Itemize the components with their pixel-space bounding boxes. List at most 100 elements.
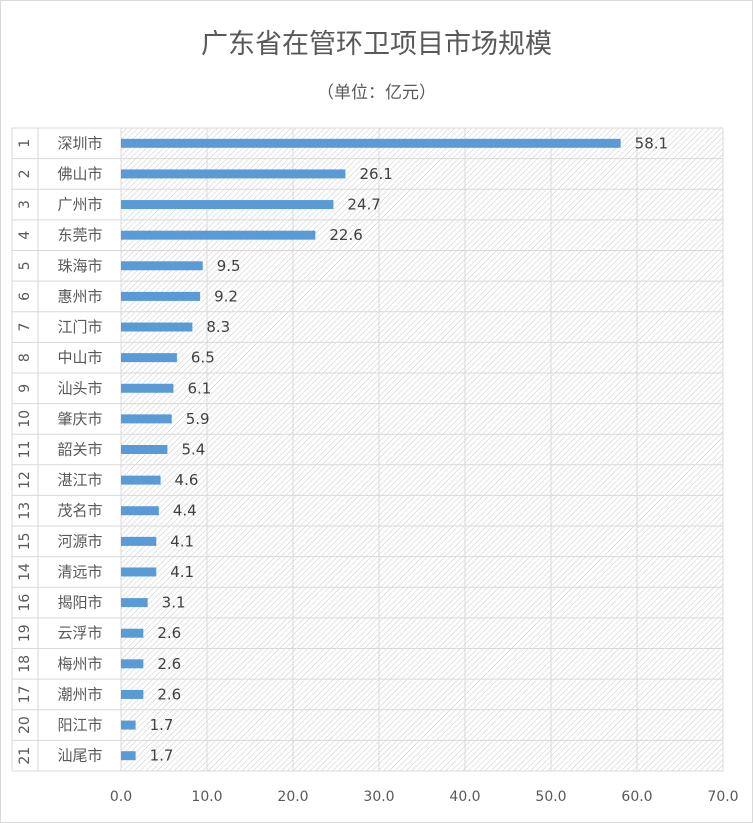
x-tick-label: 50.0 — [535, 789, 566, 805]
data-label: 1.7 — [150, 716, 174, 734]
bar-云浮市 — [121, 628, 144, 638]
data-label: 2.6 — [157, 685, 181, 703]
data-label: 9.5 — [217, 257, 241, 275]
bar-阳江市 — [121, 720, 136, 730]
chart-title: 广东省在管环卫项目市场规模 — [201, 29, 552, 60]
rank-label: 9 — [17, 384, 33, 393]
data-labels: 58.1 26.1 24.7 22.6 9.5 9.2 8.3 6.5 6.1 5.9 5.4 4.6… — [150, 134, 668, 764]
x-tick-label: 60.0 — [621, 789, 652, 805]
rank-label: 21 — [17, 747, 33, 765]
data-label: 5.9 — [186, 410, 210, 428]
city-label: 东莞市 — [57, 226, 102, 244]
data-label: 6.5 — [191, 349, 215, 367]
x-tick-label: 10.0 — [191, 789, 222, 805]
rank-label: 5 — [17, 261, 33, 270]
rank-label: 4 — [17, 231, 33, 240]
city-label: 汕头市 — [57, 379, 102, 397]
data-label: 1.7 — [150, 747, 174, 765]
bar-惠州市 — [121, 291, 201, 301]
rank-label: 3 — [17, 200, 33, 209]
bar-佛山市 — [121, 169, 346, 179]
data-label: 2.6 — [157, 655, 181, 673]
rank-label: 8 — [17, 353, 33, 362]
rank-label: 10 — [17, 410, 33, 428]
city-label: 湛江市 — [57, 471, 102, 489]
bar-汕头市 — [121, 383, 174, 393]
bar-江门市 — [121, 322, 193, 332]
data-label: 5.4 — [181, 441, 205, 459]
rank-label: 18 — [17, 655, 33, 673]
data-label: 2.6 — [157, 624, 181, 642]
city-label: 揭阳市 — [57, 594, 102, 612]
data-label: 4.1 — [170, 563, 194, 581]
city-label: 惠州市 — [57, 287, 102, 305]
bar-梅州市 — [121, 659, 144, 669]
rank-label: 13 — [17, 502, 33, 520]
x-tick-label: 70.0 — [707, 789, 738, 805]
x-tick-label: 40.0 — [449, 789, 480, 805]
chart-subtitle: （单位：亿元） — [317, 83, 436, 103]
x-axis-ticks: 0.0 10.0 20.0 30.0 40.0 50.0 60.0 70.0 — [110, 789, 739, 805]
data-label: 6.1 — [187, 379, 211, 397]
rank-label: 17 — [17, 686, 33, 704]
city-label: 佛山市 — [57, 165, 102, 183]
data-label: 3.1 — [162, 594, 186, 612]
rank-label: 19 — [17, 624, 33, 642]
bar-深圳市 — [121, 138, 621, 148]
data-label: 4.4 — [173, 502, 197, 520]
data-label: 26.1 — [359, 165, 392, 183]
city-label: 深圳市 — [57, 134, 102, 152]
bar-湛江市 — [121, 475, 161, 485]
city-label: 中山市 — [57, 349, 102, 367]
bar-东莞市 — [121, 230, 316, 240]
x-tick-label: 30.0 — [363, 789, 394, 805]
data-label: 24.7 — [347, 196, 380, 214]
data-label: 22.6 — [329, 226, 362, 244]
city-label: 江门市 — [57, 318, 102, 336]
city-label: 潮州市 — [57, 685, 102, 703]
bars — [121, 138, 621, 761]
rank-label: 14 — [17, 563, 33, 581]
city-label: 汕尾市 — [57, 747, 102, 765]
city-label: 梅州市 — [57, 655, 102, 673]
x-tick-label: 0.0 — [110, 789, 132, 805]
bar-广州市 — [121, 200, 334, 210]
rank-label: 2 — [17, 169, 33, 178]
rank-label: 11 — [17, 441, 33, 459]
rank-label: 6 — [17, 292, 33, 301]
city-label: 韶关市 — [57, 441, 102, 459]
data-label: 4.6 — [175, 471, 199, 489]
city-label: 阳江市 — [57, 716, 102, 734]
bar-河源市 — [121, 536, 157, 546]
bar-潮州市 — [121, 689, 144, 699]
city-label: 珠海市 — [57, 257, 102, 275]
city-label: 茂名市 — [57, 502, 102, 520]
data-label: 4.1 — [170, 532, 194, 550]
rank-label: 15 — [17, 532, 33, 550]
bar-汕尾市 — [121, 751, 136, 761]
city-label: 广州市 — [57, 196, 102, 214]
category-rows: 1 深圳市 2 佛山市 3 广州市 4 东莞市 5 珠海市 6 惠州市 7 江门市 8 中山市 9 汕头市 10 肇庆… — [11, 127, 723, 772]
data-label: 58.1 — [635, 134, 668, 152]
city-label: 云浮市 — [57, 624, 102, 642]
plot-background — [121, 128, 723, 771]
x-tick-label: 20.0 — [277, 789, 308, 805]
data-label: 9.2 — [214, 287, 238, 305]
bar-揭阳市 — [121, 598, 148, 608]
rank-label: 16 — [17, 594, 33, 612]
city-label: 河源市 — [57, 532, 102, 550]
data-label: 8.3 — [206, 318, 230, 336]
bar-肇庆市 — [121, 414, 172, 424]
rank-label: 7 — [17, 323, 33, 332]
plot-area — [121, 128, 723, 771]
bar-韶关市 — [121, 445, 168, 454]
bar-珠海市 — [121, 261, 203, 271]
city-label: 肇庆市 — [57, 410, 102, 428]
bar-茂名市 — [121, 506, 159, 516]
rank-label: 20 — [17, 716, 33, 734]
city-label: 清远市 — [57, 563, 102, 581]
rank-label: 1 — [17, 139, 33, 148]
bar-清远市 — [121, 567, 157, 577]
rank-label: 12 — [17, 471, 33, 489]
